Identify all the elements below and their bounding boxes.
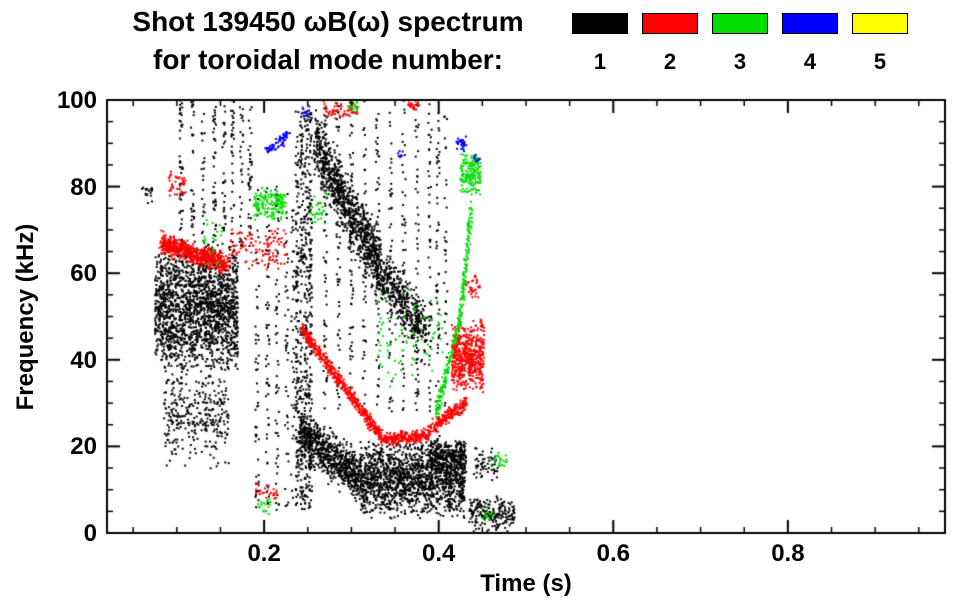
legend-label-mode-4: 4 bbox=[803, 49, 817, 74]
legend-swatch-mode-2 bbox=[642, 13, 698, 34]
figure-title: Shot 139450 ωB(ω) spectrum bbox=[132, 6, 524, 37]
y-tick-label-20: 20 bbox=[70, 433, 97, 461]
legend-item-mode-5: 5 bbox=[852, 13, 908, 74]
y-tick-label-80: 80 bbox=[70, 173, 97, 201]
legend-swatch-mode-5 bbox=[852, 13, 908, 34]
legend-item-mode-1: 1 bbox=[572, 13, 628, 74]
y-tick-label-100: 100 bbox=[56, 87, 97, 114]
legend-swatch-mode-1 bbox=[572, 13, 628, 34]
x-tick-label-0.4: 0.4 bbox=[422, 540, 456, 567]
x-tick-label-0.6: 0.6 bbox=[596, 540, 630, 567]
y-axis-label: Frequency (kHz) bbox=[12, 223, 39, 411]
legend-swatch-mode-4 bbox=[782, 13, 838, 34]
mode-legend: 1 2 3 4 5 bbox=[572, 13, 908, 74]
x-tick-label-0.8: 0.8 bbox=[771, 540, 805, 567]
x-tick-label-0.2: 0.2 bbox=[247, 540, 281, 567]
figure-subtitle: for toroidal mode number: bbox=[153, 44, 503, 75]
legend-item-mode-3: 3 bbox=[712, 13, 768, 74]
legend-swatch-mode-3 bbox=[712, 13, 768, 34]
title-block: Shot 139450 ωB(ω) spectrum for toroidal … bbox=[88, 6, 568, 76]
legend-item-mode-2: 2 bbox=[642, 13, 698, 74]
legend-label-mode-5: 5 bbox=[873, 49, 887, 74]
y-tick-label-60: 60 bbox=[70, 260, 97, 288]
x-axis-label: Time (s) bbox=[480, 570, 572, 597]
legend-label-mode-1: 1 bbox=[593, 49, 607, 74]
legend-item-mode-4: 4 bbox=[782, 13, 838, 74]
legend-label-mode-2: 2 bbox=[663, 49, 677, 74]
y-tick-label-0: 0 bbox=[83, 520, 97, 547]
legend-label-mode-3: 3 bbox=[733, 49, 747, 74]
y-tick-label-40: 40 bbox=[70, 346, 97, 374]
